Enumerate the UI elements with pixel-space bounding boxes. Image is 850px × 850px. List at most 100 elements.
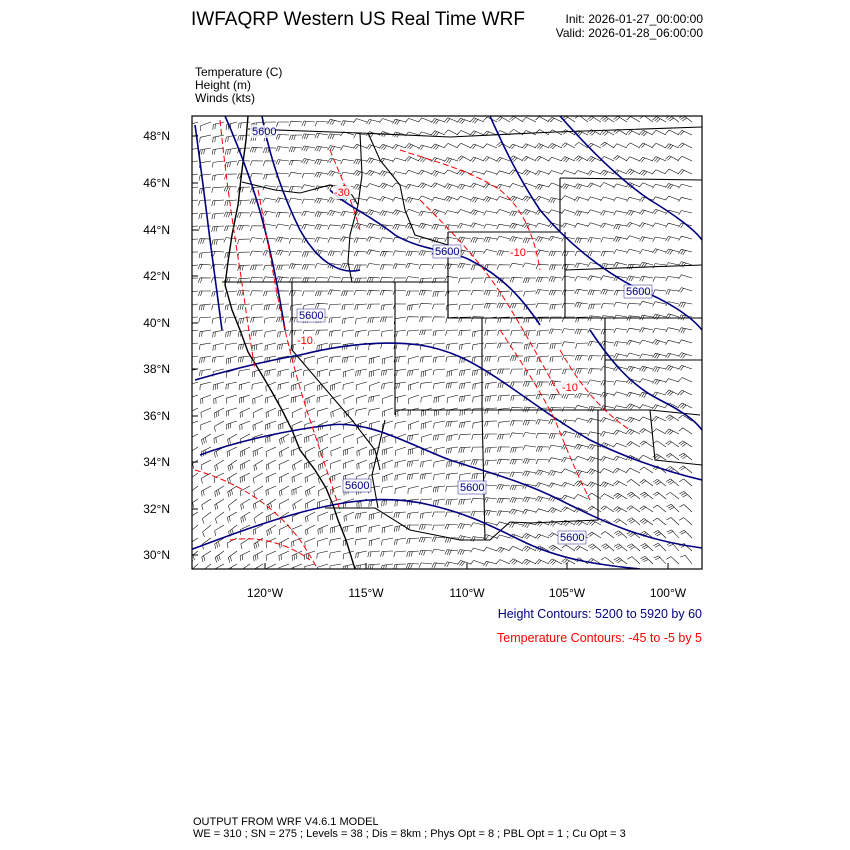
lat-label: 40°N <box>143 316 170 330</box>
wind-barb <box>457 155 472 162</box>
wind-barb <box>483 302 498 309</box>
wind-barb <box>239 394 251 404</box>
wind-barb <box>561 250 576 257</box>
wind-barb <box>613 518 628 526</box>
wind-barb <box>627 543 641 552</box>
wind-barb <box>470 196 485 203</box>
wind-barb <box>431 548 446 554</box>
wind-barb <box>600 366 615 372</box>
wind-barb <box>211 225 225 232</box>
wind-barb <box>445 342 459 350</box>
wind-barb <box>548 197 563 204</box>
wind-barb <box>665 248 680 255</box>
wind-barb <box>652 289 667 295</box>
wind-barb <box>253 537 264 550</box>
wind-barb <box>328 316 342 324</box>
wind-barb <box>471 368 485 376</box>
wind-barb <box>548 250 563 257</box>
wind-barb <box>444 157 459 164</box>
wind-barb <box>561 222 576 228</box>
wind-barb <box>327 157 342 164</box>
wind-barb <box>574 155 589 162</box>
wind-barb <box>665 365 680 372</box>
wind-barb <box>353 184 368 191</box>
wind-barb <box>678 183 693 189</box>
wind-barb <box>406 511 420 519</box>
wind-barb <box>678 142 693 149</box>
wind-barb <box>419 316 433 322</box>
wind-barb <box>318 459 329 471</box>
wind-barb <box>548 328 563 335</box>
wind-barb <box>237 134 251 141</box>
wind-barb <box>458 433 472 440</box>
wind-barb <box>355 316 368 325</box>
wind-barb <box>665 289 680 295</box>
wind-barb <box>262 197 277 203</box>
wind-barb <box>213 472 225 484</box>
wind-barb <box>212 368 225 377</box>
wind-barb <box>192 433 199 438</box>
wind-barb <box>613 249 628 255</box>
wind-barb <box>405 276 420 282</box>
wind-barb <box>317 381 329 392</box>
wind-barb <box>366 119 381 125</box>
wind-barb <box>367 563 381 569</box>
wind-barb <box>279 433 290 445</box>
wind-barb <box>626 248 641 254</box>
wind-barb <box>639 249 654 255</box>
wind-barb <box>652 328 667 334</box>
wind-barb <box>239 446 251 458</box>
wind-barb <box>225 134 238 143</box>
wind-barb <box>225 407 238 417</box>
wind-barb <box>561 430 576 437</box>
wind-barb <box>223 186 238 192</box>
wind-barb <box>366 263 381 269</box>
wind-barb <box>408 420 420 430</box>
wind-barb <box>549 342 563 350</box>
wind-barb <box>252 407 264 419</box>
wind-barb <box>666 517 680 526</box>
lat-label: 38°N <box>143 362 170 376</box>
wind-barb <box>587 392 602 398</box>
wind-barb <box>265 537 277 548</box>
wind-barb <box>613 442 628 448</box>
wind-barb <box>432 368 446 376</box>
wind-barb <box>341 329 355 337</box>
wind-barb <box>639 327 654 333</box>
wind-barb <box>265 407 277 418</box>
wind-barb <box>393 524 407 532</box>
wind-barb <box>587 481 602 488</box>
wind-barb <box>192 446 199 457</box>
wind-barb <box>509 471 524 478</box>
wind-barb <box>355 381 368 391</box>
wind-barb <box>237 264 251 271</box>
wind-barb <box>574 443 589 450</box>
wind-barb <box>405 316 420 322</box>
wind-barb <box>419 381 433 389</box>
wind-barb <box>249 276 264 283</box>
wind-barb <box>343 407 355 418</box>
wind-barb <box>198 212 212 219</box>
wind-barb <box>302 290 315 297</box>
wind-barb <box>304 394 316 405</box>
wind-barb <box>522 117 537 123</box>
wind-barb <box>509 484 524 491</box>
wind-barb <box>316 550 329 559</box>
wind-barb <box>418 562 433 568</box>
wind-barb <box>431 130 446 137</box>
wind-barb <box>199 147 212 156</box>
wind-barb <box>305 511 316 523</box>
wind-barb <box>225 329 238 338</box>
wind-barb <box>291 407 303 418</box>
wind-barb <box>315 290 328 297</box>
wind-barb <box>249 237 264 243</box>
wind-barb <box>288 263 303 270</box>
wind-barb <box>249 198 264 205</box>
height-contours <box>192 116 702 569</box>
temperature-contours <box>194 119 631 569</box>
wind-barb <box>431 196 446 202</box>
wind-barb <box>613 116 628 123</box>
wind-barb <box>380 368 394 376</box>
wind-barb <box>444 117 459 123</box>
wind-barb <box>202 511 212 524</box>
